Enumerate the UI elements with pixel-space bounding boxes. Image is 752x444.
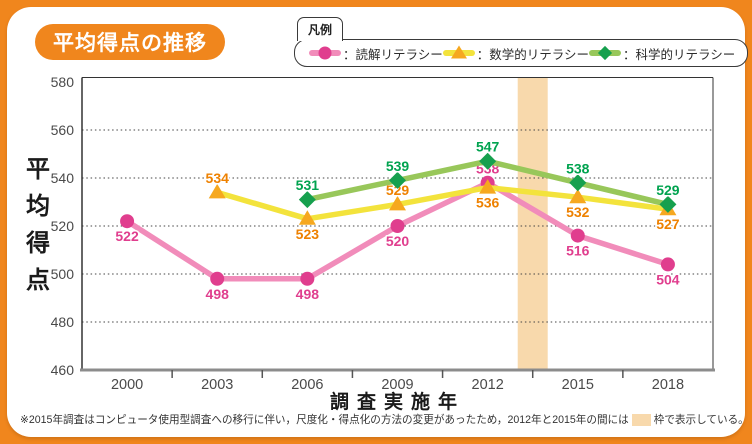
data-label-reading-2015: 516 — [566, 243, 590, 259]
data-label-math-2006: 523 — [296, 226, 320, 242]
x-tick-label-2000: 2000 — [111, 377, 143, 393]
marker-science-2012 — [479, 152, 497, 170]
marker-math-2003 — [208, 183, 226, 199]
y-axis-title-char: 点 — [26, 267, 50, 294]
x-tick-label-2012: 2012 — [472, 377, 504, 393]
legend-item-science: ：科学的リテラシー — [589, 44, 735, 63]
science-diamond-marker-icon — [597, 45, 613, 61]
data-label-reading-2009: 520 — [386, 233, 410, 249]
x-tick-label-2009: 2009 — [381, 377, 413, 393]
series-line-math — [214, 184, 671, 222]
marker-math-2009 — [389, 195, 406, 211]
marker-reading-2003 — [210, 271, 225, 286]
data-label-reading-2018: 504 — [656, 271, 680, 287]
x-tick-label-2006: 2006 — [291, 377, 323, 393]
y-tick-label-480: 480 — [51, 314, 75, 330]
data-label-reading-2006: 498 — [296, 286, 320, 302]
band-swatch-icon — [631, 413, 651, 426]
data-label-math-2015: 532 — [566, 204, 590, 220]
data-label-science-2006: 531 — [296, 177, 320, 193]
marker-reading-2000 — [120, 214, 135, 229]
reading-circle-marker-icon — [318, 46, 332, 60]
y-axis-title-char: 均 — [26, 192, 50, 220]
math-triangle-marker-icon — [450, 45, 467, 59]
math-line-icon — [442, 45, 475, 59]
y-tick-label-540: 540 — [51, 170, 75, 186]
scale-change-band — [517, 78, 548, 370]
data-label-science-2018: 529 — [656, 182, 680, 198]
y-tick-label-560: 560 — [51, 122, 75, 138]
marker-science-2009 — [389, 171, 406, 189]
marker-math-2015 — [569, 188, 587, 204]
marker-science-2006 — [298, 191, 316, 209]
data-label-math-2018: 527 — [656, 216, 680, 232]
legend-item-reading: ：読解リテラシー — [309, 44, 443, 63]
x-axis-title: 調査実施年 — [330, 390, 465, 413]
data-label-math-2012: 536 — [476, 195, 500, 211]
marker-science-2018 — [659, 195, 677, 213]
data-label-science-2012: 547 — [476, 139, 500, 155]
reading-line-icon — [309, 46, 341, 60]
score-trend-chart: 460 480 500 520 540 560 580 2000 2003 2006 2009 201… — [25, 74, 715, 413]
y-axis-title-char: 平 — [26, 156, 50, 183]
footnote: ※2015年調査はコンピュータ使用型調査への移行に伴い，尺度化・得点化の方法の変… — [20, 412, 749, 427]
footnote-text-before: ※2015年調査はコンピュータ使用型調査への移行に伴い，尺度化・得点化の方法の変… — [20, 414, 629, 426]
marker-reading-2018 — [660, 257, 675, 272]
data-label-science-2009: 539 — [386, 158, 410, 174]
y-axis-title-char: 得 — [25, 229, 50, 257]
legend: ：読解リテラシー ：数学的リテラシー ：科学的リテラシー — [294, 39, 748, 67]
chart-card: 平均得点の推移 凡例 ：読解リテラシー ：数学的リテラシー ：科学的リテラシー — [7, 7, 749, 437]
marker-math-2006 — [298, 210, 316, 225]
marker-reading-2015 — [570, 228, 585, 243]
data-label-math-2009: 529 — [386, 182, 410, 198]
legend-label-reading: ：読解リテラシー — [343, 47, 443, 62]
y-tick-label-520: 520 — [51, 218, 75, 234]
data-label-reading-2000: 522 — [115, 228, 139, 244]
x-tick-label-2015: 2015 — [562, 377, 594, 393]
y-tick-label-500: 500 — [51, 266, 75, 282]
x-tick-label-2018: 2018 — [652, 377, 684, 393]
legend-item-math: ：数学的リテラシー — [442, 44, 590, 63]
marker-reading-2009 — [390, 219, 405, 233]
legend-label-math: ：数学的リテラシー — [476, 47, 590, 62]
data-label-math-2003: 534 — [206, 170, 230, 186]
legend-tab: 凡例 — [297, 17, 343, 41]
footnote-text-after: 枠で表示している。 — [653, 414, 749, 426]
data-label-science-2015: 538 — [566, 160, 590, 176]
legend-label-science: ：科学的リテラシー — [623, 47, 736, 62]
data-label-reading-2003: 498 — [206, 286, 230, 302]
marker-math-2012 — [479, 179, 497, 194]
marker-reading-2006 — [300, 271, 315, 286]
marker-science-2015 — [569, 174, 587, 192]
y-tick-label-580: 580 — [51, 74, 75, 90]
y-tick-label-460: 460 — [51, 362, 75, 378]
x-tick-label-2003: 2003 — [201, 377, 233, 393]
science-line-icon — [589, 45, 622, 61]
page-title: 平均得点の推移 — [35, 24, 225, 60]
